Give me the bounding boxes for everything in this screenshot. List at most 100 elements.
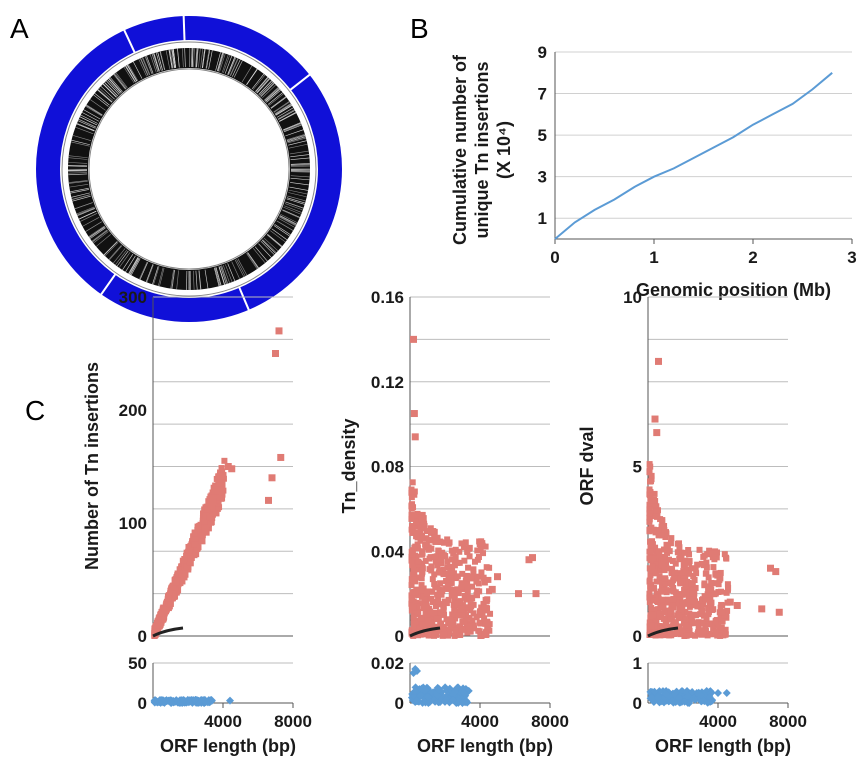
insertion-tick bbox=[251, 73, 265, 90]
data-point bbox=[479, 540, 486, 547]
insertion-tick bbox=[282, 210, 300, 219]
data-point bbox=[702, 627, 709, 634]
data-point bbox=[667, 540, 674, 547]
data-point bbox=[687, 631, 694, 638]
data-point bbox=[478, 569, 485, 576]
data-point bbox=[675, 623, 682, 630]
data-point bbox=[473, 613, 480, 620]
data-point bbox=[665, 611, 672, 618]
insertion-tick bbox=[290, 182, 309, 186]
x-axis-title: Genomic position (Mb) bbox=[636, 280, 831, 300]
data-point bbox=[488, 585, 496, 593]
insertion-tick bbox=[254, 246, 268, 262]
data-point bbox=[424, 692, 433, 701]
data-point bbox=[434, 534, 441, 541]
data-point bbox=[767, 564, 774, 572]
data-point bbox=[663, 589, 670, 596]
insertion-tick bbox=[141, 57, 150, 76]
insertion-tick bbox=[275, 104, 292, 116]
data-point bbox=[182, 568, 189, 575]
y-tick-label: 0.04 bbox=[371, 542, 405, 561]
data-point bbox=[409, 527, 416, 534]
data-point bbox=[427, 608, 434, 615]
insertion-tick bbox=[69, 183, 89, 188]
data-point bbox=[451, 562, 458, 569]
data-point bbox=[435, 569, 442, 576]
insertion-tick bbox=[202, 49, 206, 68]
data-point bbox=[440, 566, 447, 573]
data-point bbox=[670, 584, 677, 591]
data-point bbox=[647, 478, 654, 485]
data-point bbox=[459, 602, 466, 609]
data-point bbox=[153, 628, 160, 635]
data-point bbox=[456, 559, 463, 566]
data-point bbox=[646, 486, 653, 493]
insertion-tick bbox=[68, 173, 88, 176]
data-point bbox=[676, 612, 683, 619]
insertion-tick bbox=[278, 218, 296, 228]
data-point bbox=[726, 598, 734, 606]
insertion-tick bbox=[253, 248, 266, 264]
insertion-tick bbox=[285, 129, 304, 137]
data-point bbox=[482, 596, 489, 603]
data-point bbox=[427, 554, 434, 561]
data-point bbox=[494, 573, 501, 581]
data-point bbox=[226, 696, 234, 705]
insertion-tick bbox=[271, 228, 288, 241]
data-point bbox=[160, 615, 167, 622]
data-point bbox=[452, 615, 459, 622]
insertion-tick bbox=[139, 58, 149, 76]
insertion-tick bbox=[71, 139, 90, 146]
data-point bbox=[418, 587, 425, 594]
insertion-tick bbox=[112, 248, 126, 264]
data-point bbox=[652, 594, 659, 601]
insertion-tick bbox=[274, 103, 292, 115]
data-point bbox=[710, 564, 717, 571]
insertion-tick bbox=[224, 55, 233, 74]
y-tick-label: 0 bbox=[395, 694, 404, 713]
insertion-tick bbox=[286, 198, 305, 205]
data-point bbox=[678, 549, 685, 556]
data-point bbox=[432, 558, 439, 565]
data-point bbox=[410, 335, 417, 343]
y-tick-label: 0 bbox=[138, 627, 147, 646]
data-point bbox=[447, 575, 454, 582]
data-point bbox=[423, 590, 430, 597]
data-point bbox=[648, 605, 655, 612]
data-point bbox=[411, 687, 420, 696]
data-point bbox=[445, 585, 452, 592]
insertion-tick bbox=[68, 157, 88, 160]
data-point bbox=[646, 491, 653, 498]
panel-label-c: C bbox=[25, 395, 45, 426]
data-point bbox=[408, 494, 415, 501]
x-axis-title: ORF length (bp) bbox=[160, 736, 296, 756]
insertion-tick bbox=[138, 58, 147, 77]
y-axis-title: ORF dval bbox=[577, 426, 597, 505]
data-point bbox=[422, 557, 429, 564]
data-point bbox=[196, 522, 203, 529]
data-point bbox=[458, 583, 465, 590]
data-point bbox=[414, 610, 421, 617]
insertion-tick bbox=[279, 215, 297, 225]
data-point bbox=[411, 433, 419, 441]
insertion-tick bbox=[125, 65, 137, 83]
insertion-tick bbox=[287, 137, 307, 144]
insertion-tick bbox=[113, 73, 127, 90]
data-point bbox=[689, 601, 696, 608]
insertion-tick bbox=[144, 56, 153, 75]
data-point bbox=[698, 627, 705, 634]
insertion-tick bbox=[290, 164, 310, 166]
data-point bbox=[646, 598, 653, 605]
data-point bbox=[648, 622, 655, 629]
x-tick-label: 0 bbox=[550, 248, 559, 267]
y-axis-title: Number of Tn insertions bbox=[82, 362, 102, 570]
data-point bbox=[696, 546, 703, 553]
y-tick-label: 9 bbox=[538, 43, 547, 62]
insertion-tick bbox=[128, 257, 139, 275]
data-point bbox=[181, 556, 188, 563]
data-point bbox=[183, 563, 190, 570]
data-point bbox=[448, 695, 457, 704]
x-axis-title: ORF length (bp) bbox=[417, 736, 553, 756]
insertion-tick bbox=[266, 234, 282, 248]
insertion-tick bbox=[168, 49, 173, 69]
